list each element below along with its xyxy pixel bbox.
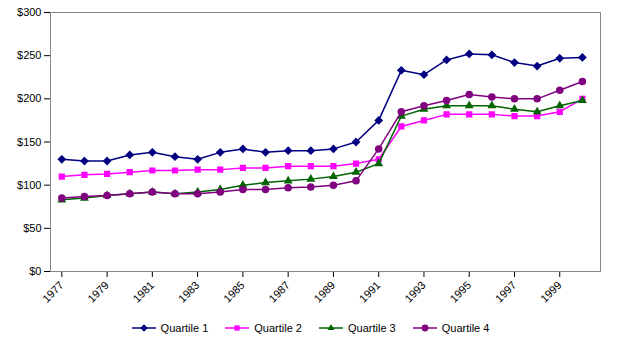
html-text:Quartile 1: Quartile 1 xyxy=(160,322,209,334)
svg-text:$50: $50 xyxy=(23,222,41,234)
svg-text:$100: $100 xyxy=(17,179,41,191)
html-text:Quartile 3: Quartile 3 xyxy=(348,322,396,334)
svg-text:$150: $150 xyxy=(17,136,41,148)
svg-text:$0: $0 xyxy=(29,265,41,277)
svg-text:1987: 1987 xyxy=(266,279,292,305)
svg-text:1997: 1997 xyxy=(493,279,519,305)
svg-text:1983: 1983 xyxy=(176,279,202,305)
svg-text:$250: $250 xyxy=(17,49,41,61)
svg-text:1999: 1999 xyxy=(538,279,564,305)
svg-text:1979: 1979 xyxy=(85,279,111,305)
svg-text:$300: $300 xyxy=(17,6,41,18)
svg-text:1977: 1977 xyxy=(40,279,66,305)
svg-text:1985: 1985 xyxy=(221,279,247,305)
html-text:Quartile 2: Quartile 2 xyxy=(254,322,302,334)
svg-text:1981: 1981 xyxy=(130,279,156,305)
svg-text:1993: 1993 xyxy=(402,279,428,305)
svg-text:1991: 1991 xyxy=(357,279,383,305)
svg-text:$200: $200 xyxy=(17,92,41,104)
svg-text:1995: 1995 xyxy=(447,279,473,305)
html-text:Quartile 4: Quartile 4 xyxy=(441,322,490,334)
svg-text:1989: 1989 xyxy=(312,279,338,305)
